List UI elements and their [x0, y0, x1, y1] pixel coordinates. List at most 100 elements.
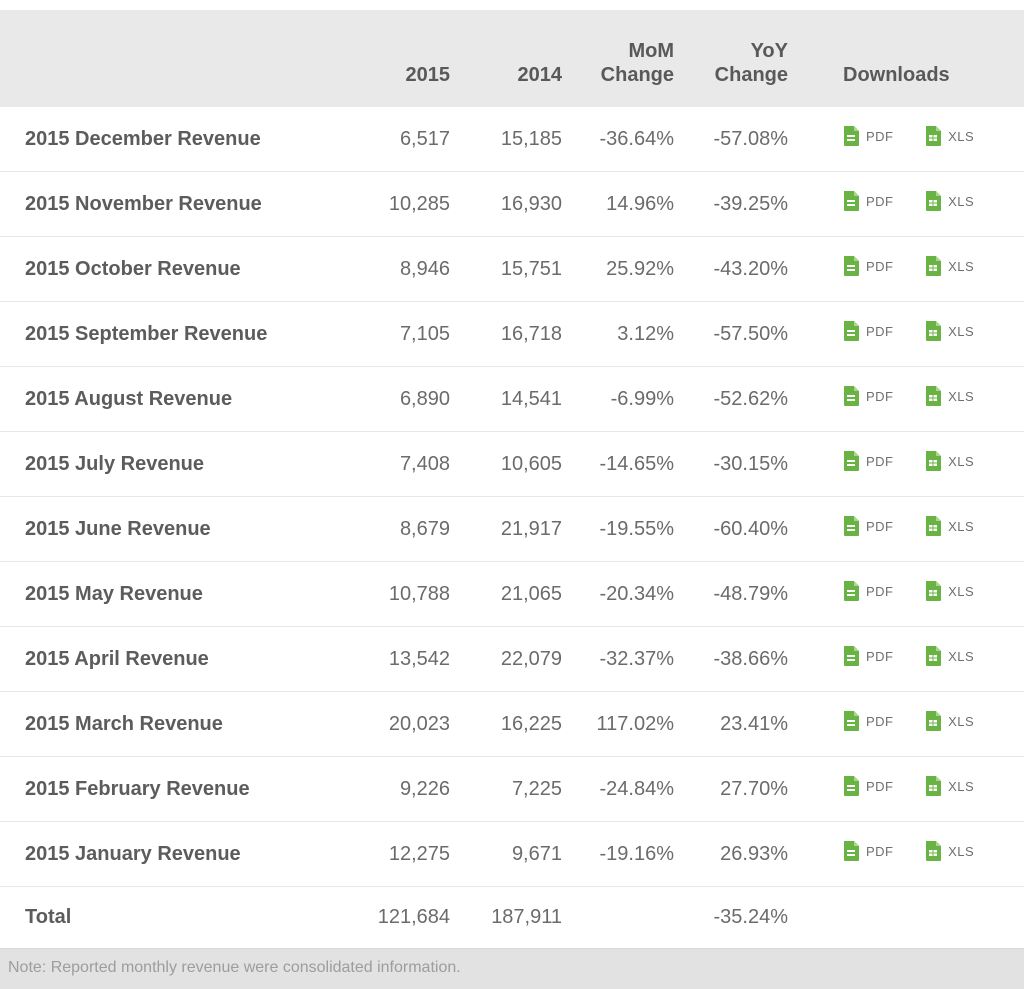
yoy-change-value: -57.08%	[674, 107, 788, 173]
value-2014: 15,185	[450, 107, 562, 173]
mom-change-value: -24.84%	[562, 756, 674, 823]
xls-file-icon	[925, 776, 942, 797]
row-label: 2015 October Revenue	[0, 236, 368, 303]
pdf-download-link[interactable]: PDF	[843, 776, 894, 797]
value-2015: 10,788	[368, 561, 450, 628]
xls-file-icon	[925, 516, 942, 537]
pdf-download-link[interactable]: PDF	[843, 646, 894, 667]
table-row: 2015 December Revenue 6,517 15,185 -36.6…	[0, 107, 1024, 173]
pdf-file-icon	[843, 841, 860, 862]
mom-change-value: -6.99%	[562, 366, 674, 433]
pdf-download-link[interactable]: PDF	[843, 126, 894, 147]
pdf-download-link[interactable]: PDF	[843, 841, 894, 862]
xls-label: XLS	[948, 778, 975, 794]
xls-download-link[interactable]: XLS	[925, 646, 974, 667]
footer-note: Note: Reported monthly revenue were cons…	[0, 949, 1024, 989]
pdf-download-link[interactable]: PDF	[843, 191, 894, 212]
row-label: 2015 January Revenue	[0, 821, 368, 888]
xls-label: XLS	[948, 193, 975, 209]
yoy-change-value: -38.66%	[674, 626, 788, 693]
xls-label: XLS	[948, 518, 975, 534]
value-2015: 6,517	[368, 107, 450, 173]
table-row: 2015 November Revenue 10,285 16,930 14.9…	[0, 171, 1024, 238]
pdf-download-link[interactable]: PDF	[843, 321, 894, 342]
pdf-label: PDF	[866, 128, 894, 144]
xls-file-icon	[925, 711, 942, 732]
pdf-file-icon	[843, 776, 860, 797]
pdf-label: PDF	[866, 648, 894, 664]
mom-change-value: 25.92%	[562, 236, 674, 303]
pdf-file-icon	[843, 516, 860, 537]
xls-file-icon	[925, 451, 942, 472]
value-2014: 10,605	[450, 431, 562, 498]
pdf-download-link[interactable]: PDF	[843, 581, 894, 602]
value-2015: 20,023	[368, 691, 450, 758]
row-label: 2015 September Revenue	[0, 301, 368, 368]
yoy-change-value: 26.93%	[674, 821, 788, 888]
xls-download-link[interactable]: XLS	[925, 386, 974, 407]
pdf-label: PDF	[866, 258, 894, 274]
downloads-cell: PDF XLS	[788, 107, 1024, 173]
pdf-download-link[interactable]: PDF	[843, 516, 894, 537]
total-label: Total	[0, 886, 368, 950]
downloads-cell: PDF XLS	[788, 821, 1024, 888]
value-2014: 21,917	[450, 496, 562, 563]
yoy-change-value: -52.62%	[674, 366, 788, 433]
xls-label: XLS	[948, 323, 975, 339]
xls-download-link[interactable]: XLS	[925, 321, 975, 342]
header-row: 2015 2014 MoM Change YoY Change Download…	[0, 10, 1024, 108]
pdf-download-link[interactable]: PDF	[843, 386, 894, 407]
table-row: 2015 July Revenue 7,408 10,605 -14.65% -…	[0, 431, 1024, 498]
xls-download-link[interactable]: XLS	[925, 191, 975, 212]
value-2015: 13,542	[368, 626, 450, 693]
downloads-cell: PDF XLS	[788, 756, 1024, 823]
total-row: Total 121,684 187,911 -35.24%	[0, 886, 1024, 950]
row-label: 2015 August Revenue	[0, 366, 368, 433]
table-row: 2015 October Revenue 8,946 15,751 25.92%…	[0, 236, 1024, 303]
xls-label: XLS	[948, 128, 975, 144]
pdf-download-link[interactable]: PDF	[843, 451, 894, 472]
value-2014: 16,930	[450, 171, 562, 238]
pdf-label: PDF	[866, 713, 894, 729]
xls-download-link[interactable]: XLS	[925, 841, 974, 862]
mom-change-value: -36.64%	[562, 107, 674, 173]
total-yoy: -35.24%	[674, 886, 788, 950]
mom-change-value: 3.12%	[562, 301, 674, 368]
value-2014: 22,079	[450, 626, 562, 693]
downloads-cell: PDF XLS	[788, 431, 1024, 498]
header-2014: 2014	[450, 10, 562, 108]
pdf-label: PDF	[866, 388, 894, 404]
row-label: 2015 May Revenue	[0, 561, 368, 628]
xls-file-icon	[925, 646, 942, 667]
row-label: 2015 March Revenue	[0, 691, 368, 758]
downloads-cell: PDF XLS	[788, 496, 1024, 563]
xls-download-link[interactable]: XLS	[925, 516, 975, 537]
header-yoy-change: YoY Change	[674, 10, 788, 108]
downloads-cell: PDF XLS	[788, 561, 1024, 628]
pdf-file-icon	[843, 581, 860, 602]
xls-label: XLS	[948, 583, 975, 599]
xls-file-icon	[925, 256, 942, 277]
value-2014: 16,718	[450, 301, 562, 368]
pdf-file-icon	[843, 256, 860, 277]
xls-file-icon	[925, 841, 942, 862]
value-2015: 12,275	[368, 821, 450, 888]
pdf-label: PDF	[866, 323, 894, 339]
total-2015: 121,684	[368, 886, 450, 950]
xls-download-link[interactable]: XLS	[925, 256, 974, 277]
pdf-label: PDF	[866, 193, 894, 209]
pdf-label: PDF	[866, 583, 894, 599]
row-label: 2015 July Revenue	[0, 431, 368, 498]
yoy-change-value: 27.70%	[674, 756, 788, 823]
value-2015: 6,890	[368, 366, 450, 433]
xls-download-link[interactable]: XLS	[925, 581, 975, 602]
pdf-label: PDF	[866, 453, 894, 469]
pdf-download-link[interactable]: PDF	[843, 256, 894, 277]
xls-download-link[interactable]: XLS	[925, 711, 974, 732]
table-body: 2015 December Revenue 6,517 15,185 -36.6…	[0, 107, 1024, 888]
xls-download-link[interactable]: XLS	[925, 776, 975, 797]
xls-download-link[interactable]: XLS	[925, 451, 974, 472]
pdf-download-link[interactable]: PDF	[843, 711, 894, 732]
mom-change-value: -20.34%	[562, 561, 674, 628]
xls-download-link[interactable]: XLS	[925, 126, 975, 147]
